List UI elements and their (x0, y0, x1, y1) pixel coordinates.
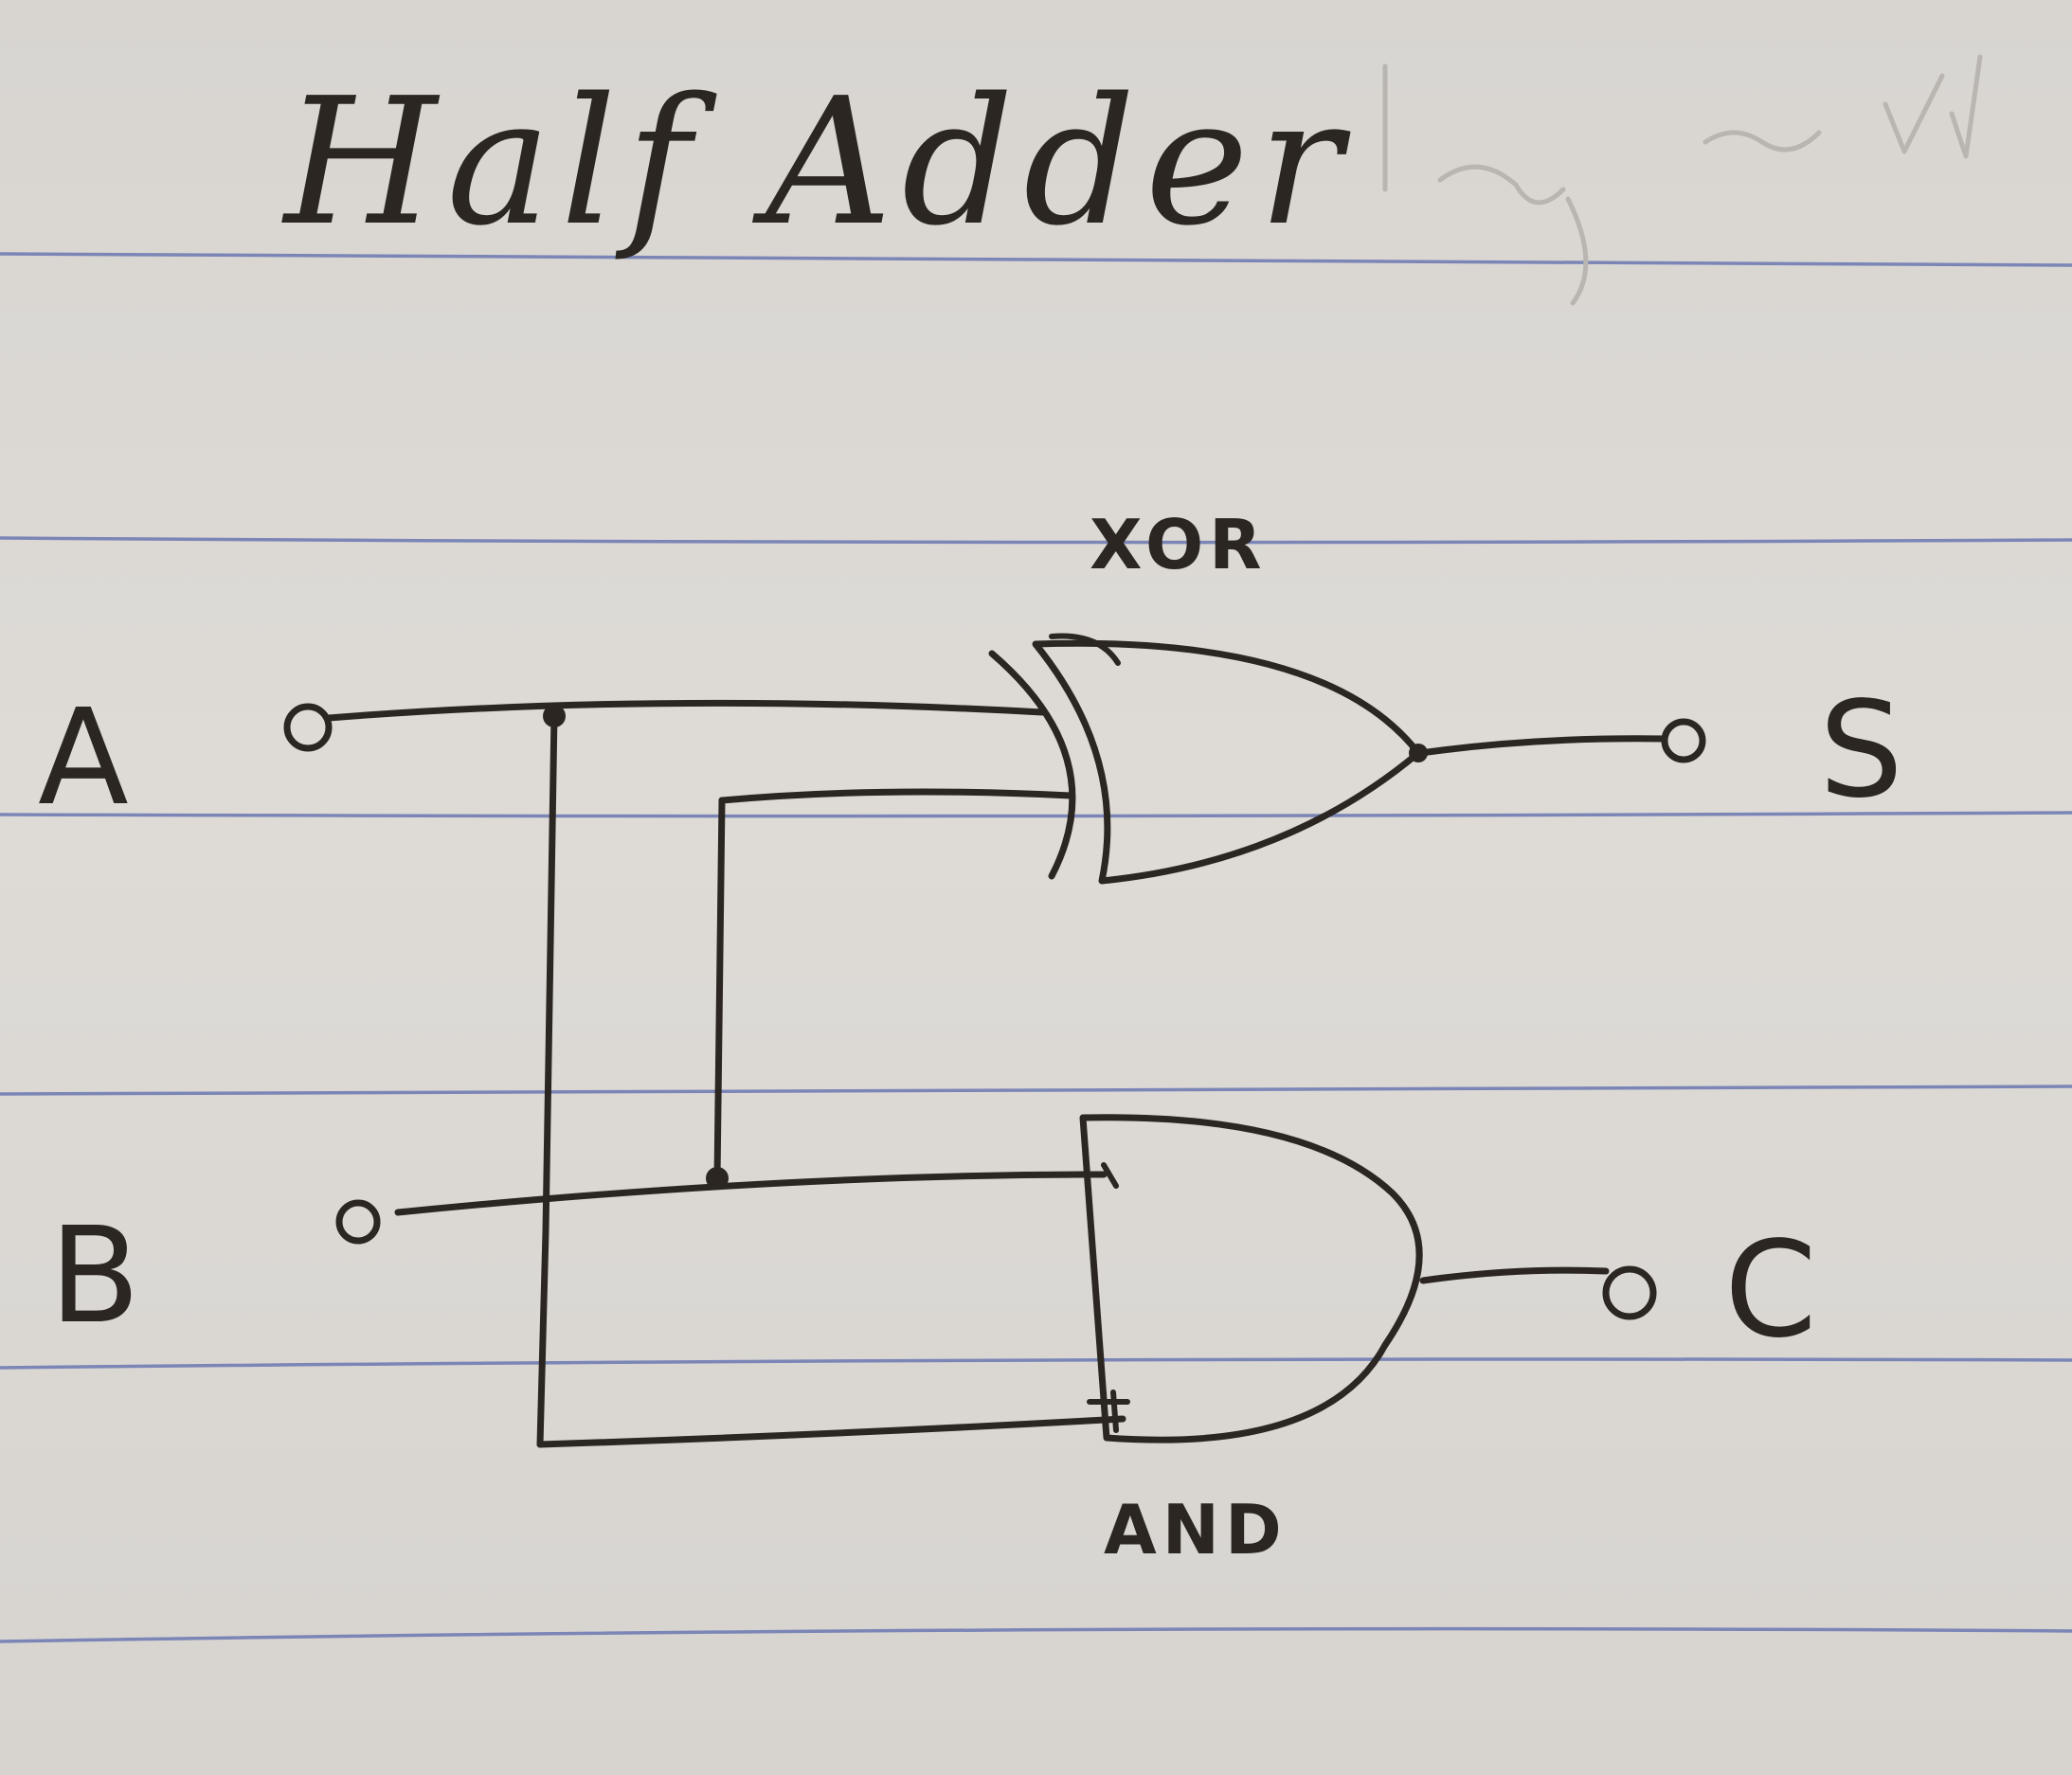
bleed-through-scribble (1382, 54, 1983, 306)
output-terminal-s (1661, 718, 1706, 763)
rule-line (0, 252, 2072, 267)
wire-b-to-and (394, 1171, 1108, 1216)
xor-gate-back-arc (988, 650, 1076, 880)
input-terminal-b (335, 1199, 381, 1245)
input-terminal-a (283, 703, 333, 752)
junction-dot-b (706, 1167, 729, 1190)
output-label-c: C (1724, 1213, 1817, 1368)
xor-gate-label: XOR (1090, 505, 1268, 584)
wires (325, 699, 1668, 1448)
and-gate-label: AND (1104, 1490, 1288, 1569)
rule-line (0, 536, 2072, 545)
rule-line (0, 1357, 2072, 1370)
wire-and-to-c (1419, 1266, 1610, 1284)
xor-gate-front-edge (1049, 633, 1121, 666)
wire-b-to-xor (718, 788, 1074, 804)
wire-a-to-xor (325, 699, 1046, 722)
wire-xor-to-s (1417, 735, 1668, 757)
output-terminal-c (1602, 1265, 1657, 1320)
wire-b-branch-vertical (713, 797, 726, 1182)
junction-dot-a (543, 705, 566, 727)
diagram-title: Half Adder (281, 60, 1351, 264)
ruled-lines (0, 252, 2072, 1643)
rule-line (0, 1626, 2072, 1643)
rule-line (0, 811, 2072, 818)
wire-a-branch-vertical (536, 710, 558, 1448)
xor-gate-body (1032, 639, 1422, 885)
wire-a-to-and (536, 1415, 1126, 1448)
and-gate (1079, 1114, 1423, 1443)
input-label-b: B (49, 1199, 140, 1354)
input-label-a: A (38, 681, 129, 835)
xor-gate (988, 633, 1422, 885)
and-gate-body (1079, 1114, 1423, 1443)
and-gate-input-marks (1087, 1162, 1130, 1433)
rule-line (0, 1085, 2072, 1096)
output-label-s: S (1819, 673, 1903, 828)
